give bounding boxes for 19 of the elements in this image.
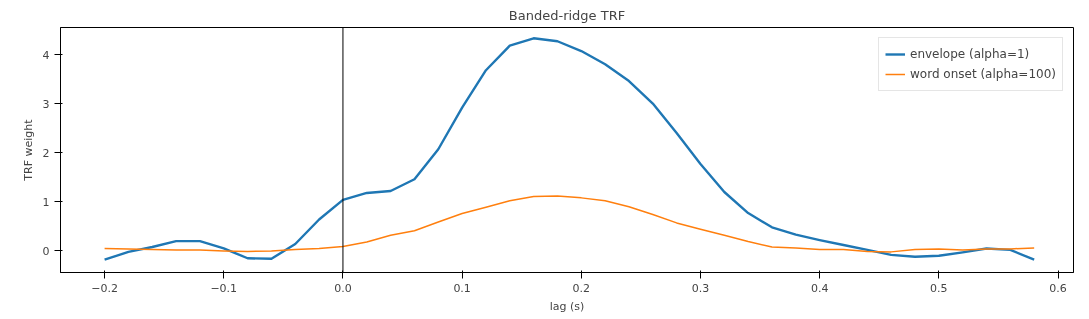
legend-label: envelope (alpha=1) bbox=[910, 47, 1030, 61]
y-tick-label: 1 bbox=[42, 195, 50, 209]
y-tick-label: 4 bbox=[42, 48, 50, 62]
legend-label: word onset (alpha=100) bbox=[910, 67, 1056, 81]
x-tick-label: −0.1 bbox=[210, 281, 238, 295]
x-tick-label: 0.0 bbox=[334, 281, 352, 295]
chart-title: Banded-ridge TRF bbox=[508, 7, 626, 23]
x-tick-label: 0.1 bbox=[453, 281, 471, 295]
y-tick-label: 3 bbox=[42, 97, 50, 111]
x-tick-label: 0.4 bbox=[810, 281, 829, 295]
x-tick-label: −0.2 bbox=[91, 281, 118, 295]
x-tick-label: 0.2 bbox=[572, 281, 591, 295]
x-tick-label: 0.6 bbox=[1049, 281, 1067, 295]
x-tick-label: 0.5 bbox=[930, 281, 948, 295]
x-tick-label: 0.3 bbox=[691, 281, 710, 295]
y-tick-label: 2 bbox=[42, 146, 50, 160]
y-tick-label: 0 bbox=[42, 244, 50, 258]
x-axis-title: lag (s) bbox=[549, 299, 585, 313]
y-axis-title: TRF weight bbox=[21, 118, 35, 182]
